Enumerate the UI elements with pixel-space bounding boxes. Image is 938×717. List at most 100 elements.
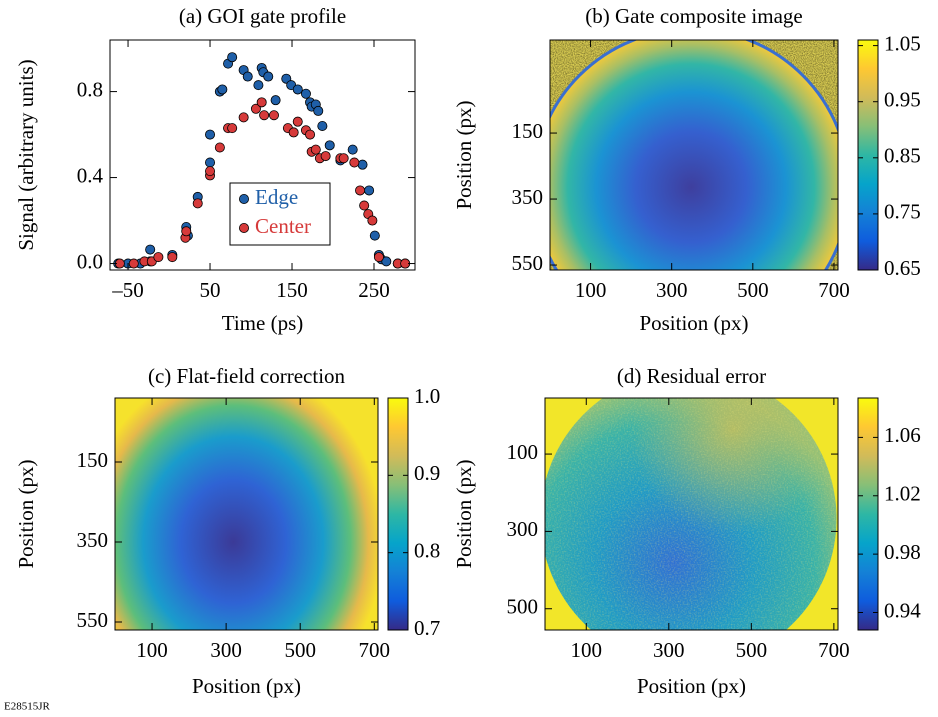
data-point [205, 130, 214, 139]
data-point [205, 158, 214, 167]
data-point [205, 167, 214, 176]
chart-title: (d) Residual error [617, 364, 766, 388]
image-field [83, 367, 383, 717]
data-point [321, 151, 330, 160]
data-point [289, 128, 298, 137]
data-point [364, 186, 373, 195]
data-point [355, 186, 364, 195]
y-axis-label: Signal (arbitrary units) [14, 59, 38, 250]
x-tick-label: 700 [818, 278, 850, 302]
colorbar-tick-label: 0.75 [884, 200, 921, 224]
data-point [301, 89, 310, 98]
data-point [368, 216, 377, 225]
x-tick-label: 500 [737, 278, 769, 302]
legend-marker [239, 194, 248, 203]
colorbar-tick-label: 0.94 [884, 598, 921, 622]
y-tick-label: 300 [507, 517, 539, 541]
legend-marker [239, 223, 248, 232]
colorbar-tick-label: 0.65 [884, 256, 921, 280]
data-point [243, 72, 252, 81]
y-tick-label: 150 [512, 119, 544, 143]
x-tick-label: 150 [276, 278, 308, 302]
colorbar [858, 398, 878, 630]
x-tick-label: 300 [656, 278, 688, 302]
data-point [293, 85, 302, 94]
data-point [360, 201, 369, 210]
data-point [339, 154, 348, 163]
data-point [257, 98, 266, 107]
data-point [182, 227, 191, 236]
colorbar-tick-label: 0.7 [414, 616, 440, 640]
y-tick-label: 0.4 [77, 163, 104, 187]
legend-label: Edge [255, 185, 298, 209]
image-noise [545, 398, 838, 630]
chart-title: (c) Flat-field correction [148, 364, 346, 388]
data-point [305, 130, 314, 139]
x-axis-label: Time (ps) [222, 311, 304, 335]
y-tick-label: 550 [77, 608, 109, 632]
colorbar-tick-label: 1.06 [884, 423, 921, 447]
colorbar-tick-label: 0.95 [884, 88, 921, 112]
colorbar [388, 398, 408, 630]
data-point [374, 253, 383, 262]
x-tick-label: 100 [571, 638, 603, 662]
y-axis-label: Position (px) [452, 100, 476, 209]
y-axis-label: Position (px) [14, 459, 38, 568]
y-tick-label: 150 [77, 448, 109, 472]
image [541, 371, 838, 667]
x-tick-label: 300 [653, 638, 685, 662]
data-point [269, 111, 278, 120]
data-point [168, 253, 177, 262]
data-point [193, 199, 202, 208]
x-axis-label: Position (px) [192, 674, 301, 698]
x-tick-label: 500 [284, 638, 316, 662]
figure-id: E28515JR [4, 701, 51, 713]
colorbar-tick-label: 0.8 [414, 538, 440, 562]
chart-title: (b) Gate composite image [585, 4, 803, 28]
data-point [311, 145, 320, 154]
y-tick-label: 0.0 [77, 249, 103, 273]
colorbar-tick-label: 0.98 [884, 540, 921, 564]
data-point [154, 253, 163, 262]
colorbar-tick-label: 1.0 [414, 384, 440, 408]
data-point [370, 231, 379, 240]
x-axis-label: Position (px) [637, 674, 746, 698]
x-tick-label: 50 [200, 278, 221, 302]
y-tick-label: 100 [507, 440, 539, 464]
data-point [264, 72, 273, 81]
y-tick-label: 350 [77, 528, 109, 552]
data-point [228, 124, 237, 133]
colorbar-tick-label: 1.02 [884, 482, 921, 506]
data-point [348, 145, 357, 154]
data-point [325, 141, 334, 150]
data-point [314, 106, 323, 115]
y-axis-label: Position (px) [452, 459, 476, 568]
y-tick-label: 550 [512, 251, 544, 275]
colorbar-tick-label: 0.85 [884, 144, 921, 168]
chart-title: (a) GOI gate profile [179, 4, 346, 28]
x-tick-label: 700 [359, 638, 391, 662]
data-point [271, 96, 280, 105]
data-point [350, 158, 359, 167]
data-point [260, 111, 269, 120]
data-point [215, 143, 224, 152]
y-tick-label: 350 [512, 185, 544, 209]
colorbar-tick-label: 0.9 [414, 461, 440, 485]
data-point [146, 245, 155, 254]
data-point [218, 85, 227, 94]
image [83, 367, 383, 717]
colorbar-tick-label: 1.05 [884, 31, 921, 55]
data-point [129, 259, 138, 268]
x-tick-label: 250 [358, 278, 390, 302]
x-tick-label: 100 [575, 278, 607, 302]
data-point [254, 81, 263, 90]
x-tick-label: 500 [736, 638, 768, 662]
data-point [318, 121, 327, 130]
y-tick-label: 0.8 [77, 77, 103, 101]
data-point [228, 53, 237, 62]
data-point [293, 117, 302, 126]
x-tick-label: –50 [111, 278, 144, 302]
legend-label: Center [255, 214, 311, 238]
y-tick-label: 500 [507, 595, 539, 619]
colorbar [858, 40, 878, 270]
